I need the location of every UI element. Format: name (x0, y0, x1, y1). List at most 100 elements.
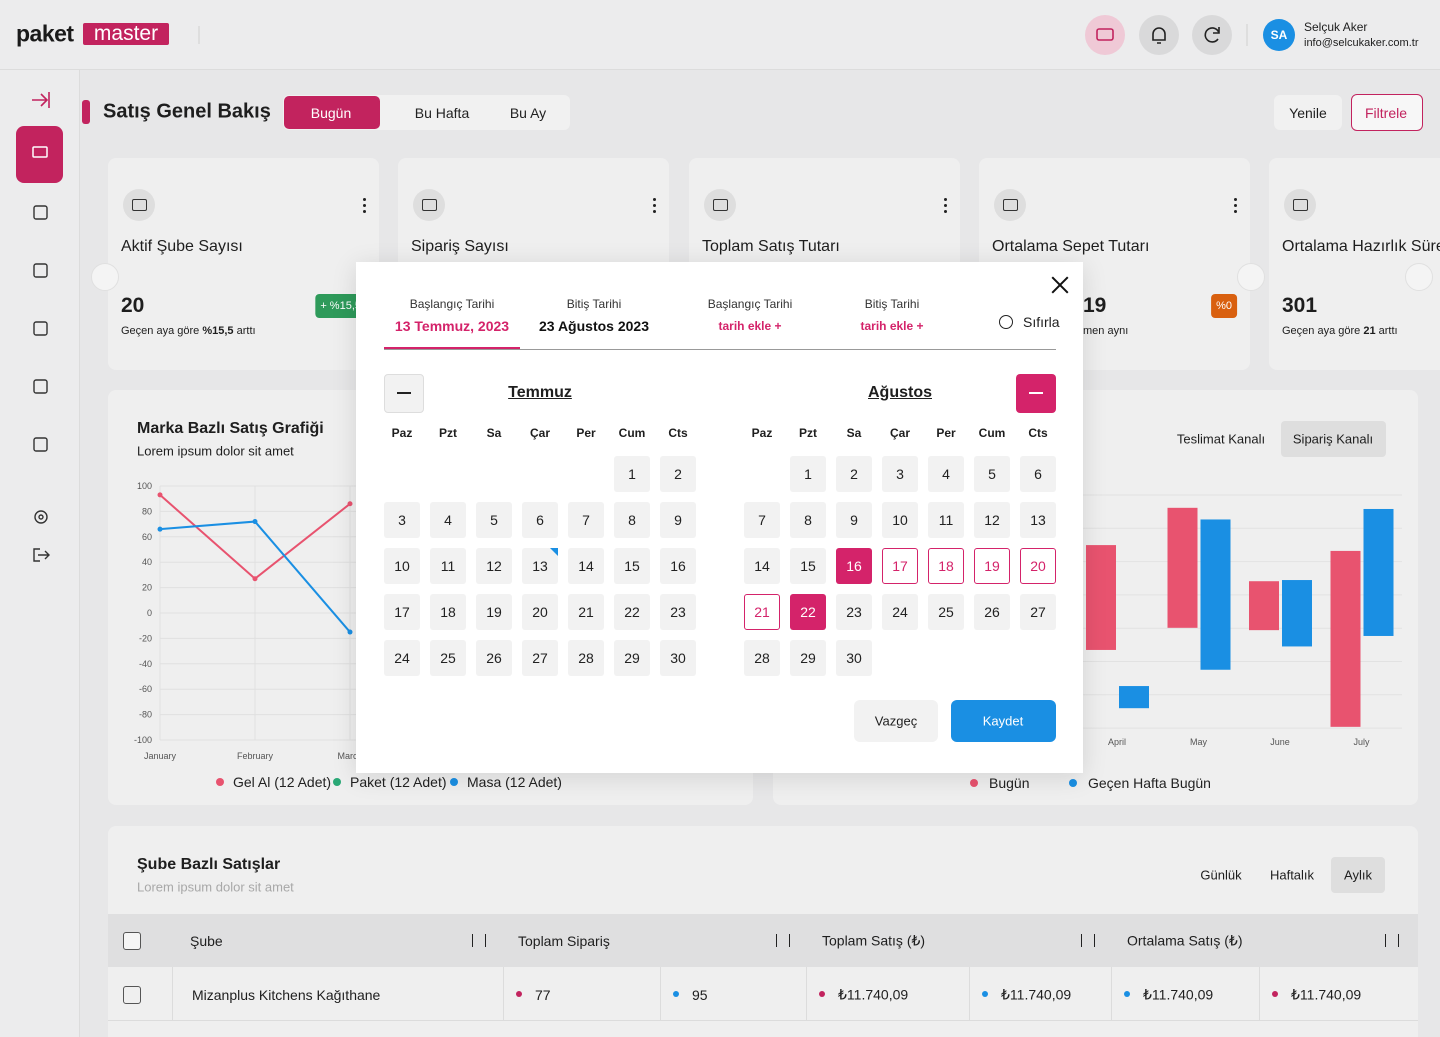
day-number[interactable]: 1 (628, 466, 636, 482)
day-cell[interactable] (974, 456, 1010, 492)
kebab-dot[interactable] (944, 198, 947, 201)
kebab-dot[interactable] (653, 198, 656, 201)
day-number[interactable]: 12 (486, 558, 502, 574)
day-cell[interactable] (836, 548, 872, 584)
day-number[interactable]: 8 (628, 512, 636, 528)
day-cell[interactable] (660, 456, 696, 492)
day-cell[interactable] (836, 640, 872, 676)
day-number[interactable]: 26 (984, 604, 1000, 620)
day-number[interactable]: 4 (942, 466, 950, 482)
carousel-arrow[interactable] (1237, 263, 1265, 291)
period-tab[interactable]: Haftalık (1269, 867, 1315, 883)
printer-button[interactable] (1085, 15, 1125, 55)
kebab-dot[interactable] (944, 204, 947, 207)
day-cell[interactable] (568, 548, 604, 584)
carousel-arrow[interactable] (1405, 263, 1433, 291)
day-number[interactable]: 15 (800, 558, 816, 574)
day-cell[interactable] (1020, 456, 1056, 492)
day-number[interactable]: 17 (892, 558, 908, 574)
day-cell[interactable] (430, 594, 466, 630)
collapse-icon[interactable] (32, 92, 50, 108)
kebab-dot[interactable] (944, 210, 947, 213)
day-number[interactable]: 30 (846, 650, 862, 666)
day-cell[interactable] (660, 594, 696, 630)
avatar[interactable] (1263, 19, 1295, 51)
day-cell[interactable] (974, 502, 1010, 538)
day-cell[interactable] (974, 548, 1010, 584)
day-number[interactable]: 14 (754, 558, 770, 574)
kebab-dot[interactable] (363, 198, 366, 201)
day-cell[interactable] (928, 594, 964, 630)
filter-action[interactable] (1351, 94, 1423, 131)
day-cell[interactable] (568, 640, 604, 676)
active-nav[interactable] (16, 126, 63, 183)
day-cell[interactable] (660, 640, 696, 676)
day-cell[interactable] (790, 594, 826, 630)
day-number[interactable]: 23 (670, 604, 686, 620)
day-number[interactable]: 14 (578, 558, 594, 574)
day-number[interactable]: 13 (1030, 512, 1046, 528)
day-number[interactable]: 25 (938, 604, 954, 620)
day-cell[interactable] (744, 594, 780, 630)
day-cell[interactable] (614, 456, 650, 492)
day-cell[interactable] (614, 640, 650, 676)
day-number[interactable]: 16 (670, 558, 686, 574)
save-label[interactable]: Kaydet (982, 713, 1024, 729)
day-number[interactable]: 21 (754, 604, 770, 620)
day-cell[interactable] (430, 640, 466, 676)
notification-button[interactable] (1139, 15, 1179, 55)
day-cell[interactable] (384, 548, 420, 584)
day-cell[interactable] (836, 594, 872, 630)
day-number[interactable]: 6 (1034, 466, 1042, 482)
day-cell[interactable] (384, 594, 420, 630)
day-cell[interactable] (1020, 548, 1056, 584)
day-number[interactable]: 3 (398, 512, 406, 528)
header-checkbox[interactable] (123, 932, 141, 950)
day-number[interactable]: 17 (394, 604, 410, 620)
day-number[interactable]: 6 (536, 512, 544, 528)
day-cell[interactable] (614, 548, 650, 584)
day-number[interactable]: 7 (758, 512, 766, 528)
range-start[interactable]: tarih ekle + (718, 319, 782, 333)
chart-tab[interactable]: Teslimat Kanalı (1176, 431, 1266, 447)
day-cell[interactable] (1020, 594, 1056, 630)
day-number[interactable]: 12 (984, 512, 1000, 528)
day-cell[interactable] (928, 548, 964, 584)
day-cell[interactable] (974, 594, 1010, 630)
period-active[interactable] (1331, 857, 1385, 893)
day-number[interactable]: 16 (846, 558, 862, 574)
day-cell[interactable] (614, 502, 650, 538)
day-cell[interactable] (522, 502, 558, 538)
day-cell[interactable] (928, 502, 964, 538)
day-cell[interactable] (522, 640, 558, 676)
day-cell[interactable] (744, 548, 780, 584)
reset-icon[interactable] (999, 315, 1013, 329)
refresh-action[interactable] (1274, 95, 1342, 130)
day-number[interactable]: 20 (1030, 558, 1046, 574)
day-number[interactable]: 9 (674, 512, 682, 528)
day-number[interactable]: 28 (578, 650, 594, 666)
action[interactable]: Filtrele (1364, 105, 1408, 121)
day-cell[interactable] (790, 548, 826, 584)
kebab-dot[interactable] (1234, 204, 1237, 207)
day-number[interactable]: 22 (624, 604, 640, 620)
kebab-dot[interactable] (653, 204, 656, 207)
day-cell[interactable] (522, 594, 558, 630)
cancel-button[interactable] (854, 700, 938, 742)
kebab-dot[interactable] (1234, 198, 1237, 201)
day-number[interactable]: 2 (850, 466, 858, 482)
reset-button[interactable]: Sıfırla (1023, 314, 1060, 330)
sort-icon[interactable] (472, 934, 486, 947)
kebab-dot[interactable] (363, 210, 366, 213)
day-cell[interactable] (384, 502, 420, 538)
day-number[interactable]: 18 (938, 558, 954, 574)
day-number[interactable]: 30 (670, 650, 686, 666)
day-cell[interactable] (384, 640, 420, 676)
day-cell[interactable] (660, 502, 696, 538)
refresh-button[interactable] (1192, 15, 1232, 55)
day-cell[interactable] (928, 456, 964, 492)
day-number[interactable]: 15 (624, 558, 640, 574)
day-cell[interactable] (882, 594, 918, 630)
day-number[interactable]: 22 (800, 604, 816, 620)
day-number[interactable]: 29 (800, 650, 816, 666)
